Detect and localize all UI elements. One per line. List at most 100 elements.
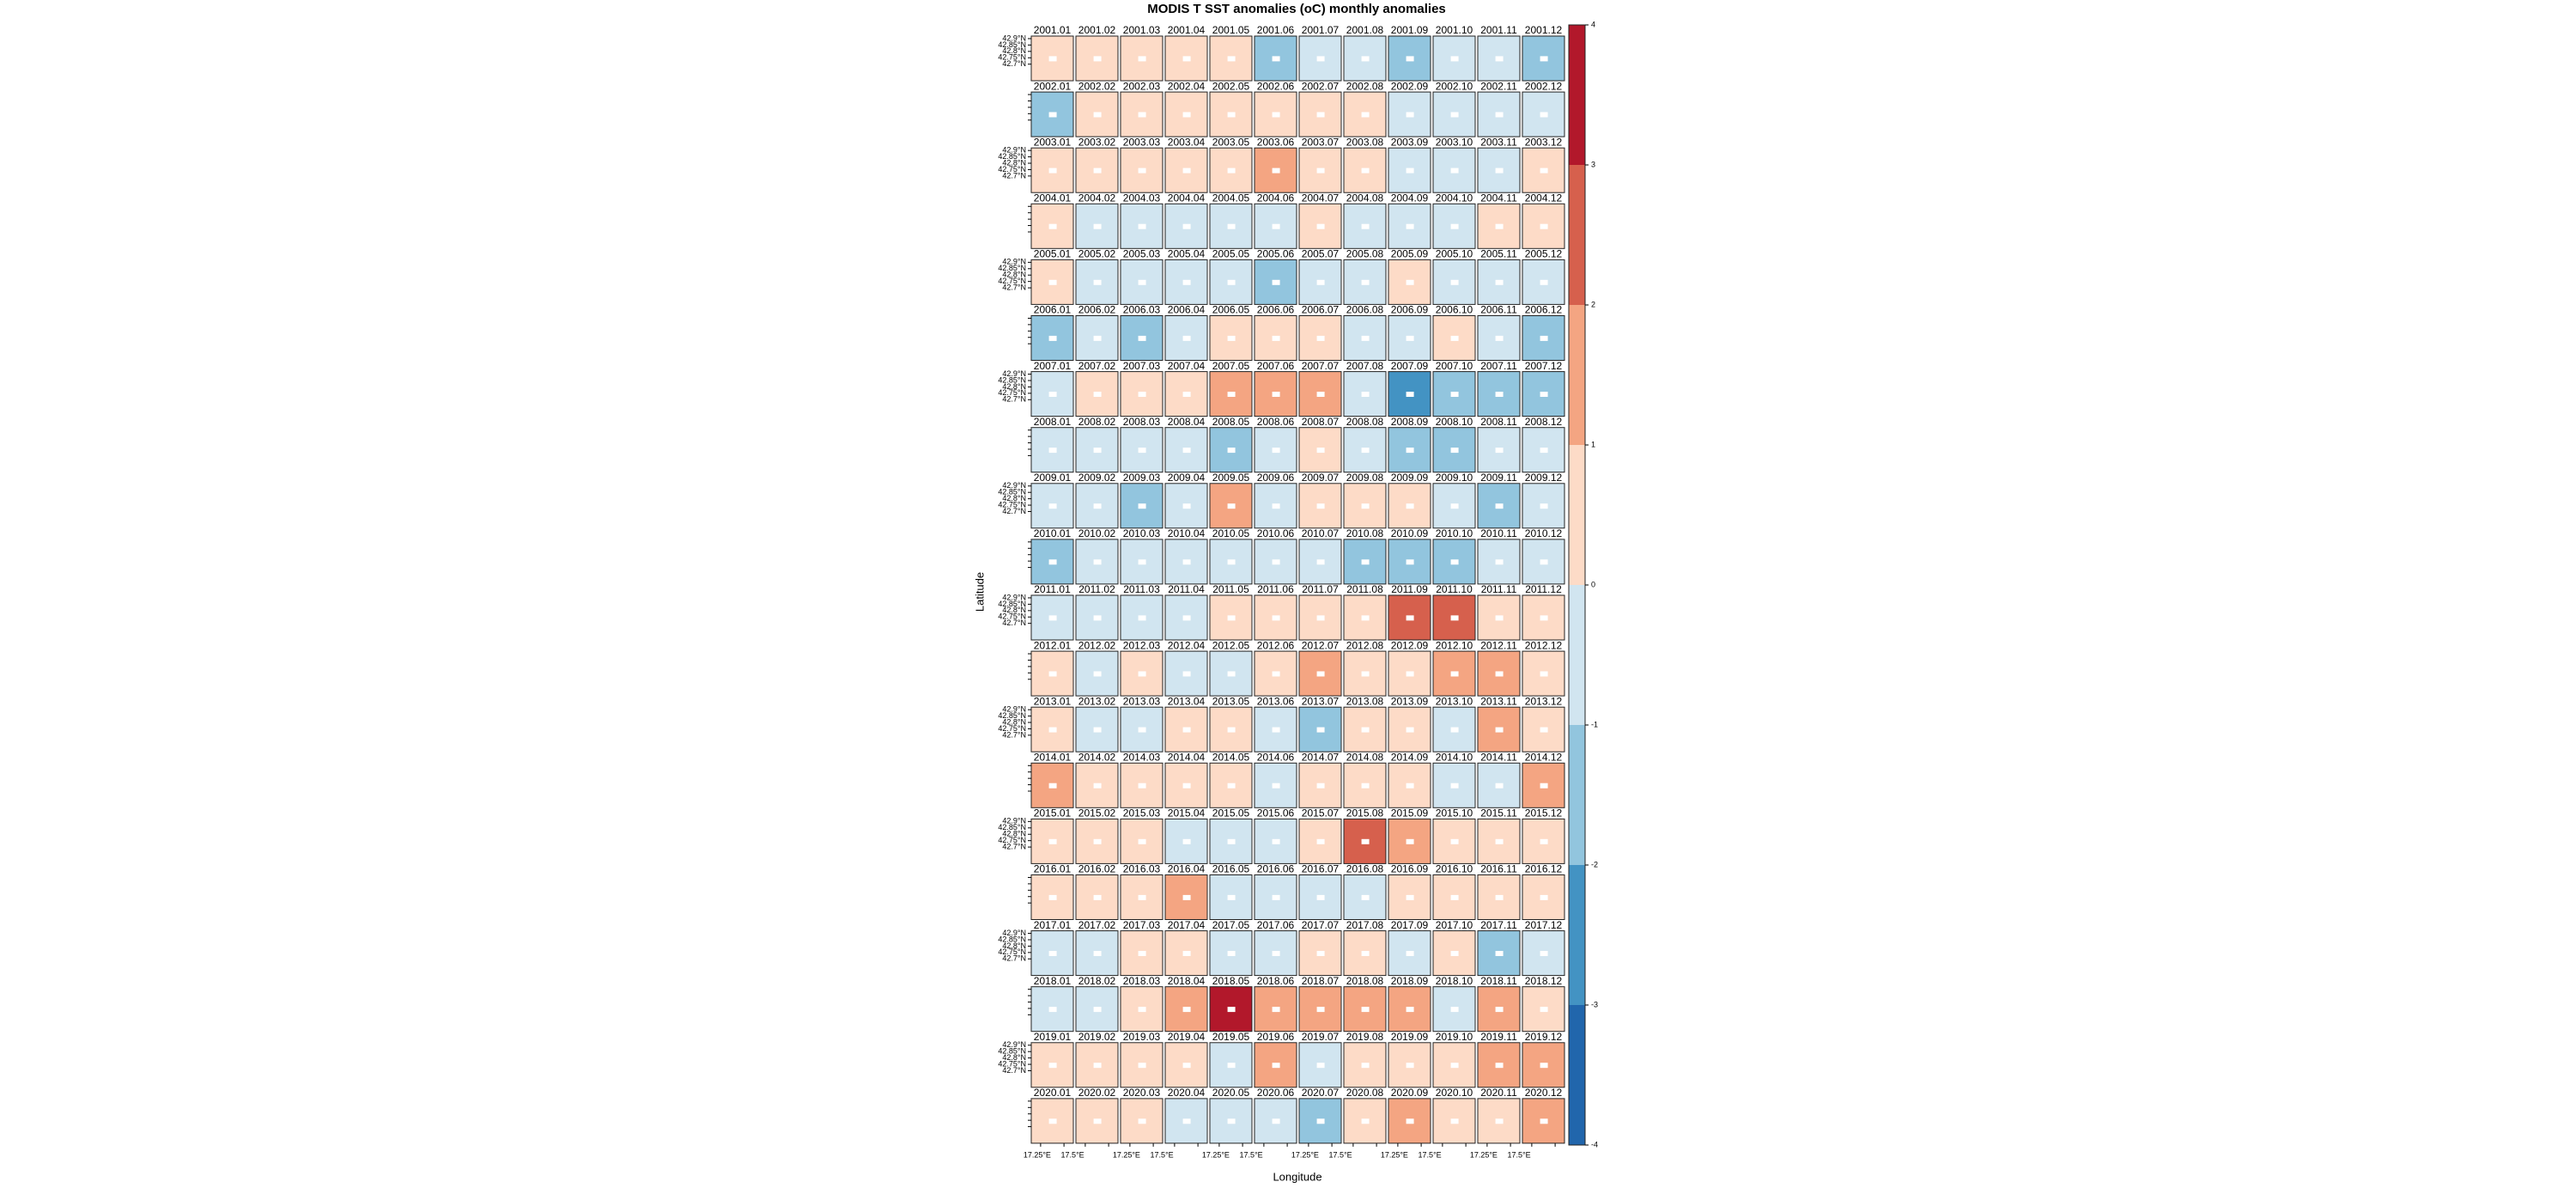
panel-label: 2004.05 [1212, 192, 1250, 204]
panel-label: 2015.06 [1257, 807, 1295, 819]
island [1272, 112, 1280, 118]
island [1048, 56, 1057, 62]
panel-label: 2020.05 [1212, 1087, 1250, 1099]
panel-label: 2006.02 [1078, 304, 1116, 316]
island [1495, 503, 1504, 509]
panel-fill [1164, 203, 1208, 249]
panel-label: 2017.04 [1168, 919, 1206, 931]
island [1450, 112, 1459, 118]
panel-fill [1164, 259, 1208, 305]
island [1182, 335, 1191, 341]
panel-label: 2015.11 [1480, 807, 1517, 819]
panel-label: 2004.12 [1525, 192, 1563, 204]
panel-label: 2014.12 [1525, 751, 1563, 763]
island [1450, 1118, 1459, 1124]
panel-label: 2008.01 [1034, 416, 1072, 428]
y-tick-label: 42.85°N [998, 935, 1026, 943]
y-tick-label: 42.9°N [1002, 258, 1026, 266]
island [1227, 951, 1236, 956]
panel-fill [1164, 874, 1208, 920]
panel-label: 2010.10 [1436, 527, 1473, 539]
panel-label: 2009.08 [1346, 472, 1384, 484]
y-axis-label: Latitude [973, 572, 986, 612]
island [1138, 392, 1146, 397]
panel-label: 2020.07 [1302, 1087, 1340, 1099]
panel-label: 2006.04 [1168, 304, 1206, 316]
island [1406, 223, 1414, 229]
panel-label: 2016.12 [1525, 863, 1563, 875]
panel-label: 2006.03 [1123, 304, 1161, 316]
island [1450, 838, 1459, 844]
island [1495, 168, 1504, 174]
panel-label: 2014.07 [1302, 751, 1340, 763]
panel-label: 2008.10 [1436, 416, 1473, 428]
island [1272, 56, 1280, 62]
panel-label: 2003.05 [1212, 136, 1250, 148]
panel-label: 2004.07 [1302, 192, 1340, 204]
island [1406, 335, 1414, 341]
panel-label: 2003.10 [1436, 136, 1473, 148]
island [1316, 392, 1325, 397]
island [1272, 503, 1280, 509]
island [1316, 1063, 1325, 1069]
panel-label: 2018.05 [1212, 975, 1250, 987]
panel-label: 2002.04 [1168, 80, 1206, 92]
colorbar-bin [1569, 725, 1585, 865]
panel-label: 2014.06 [1257, 751, 1295, 763]
panel-fill [1388, 35, 1431, 82]
panel-fill [1522, 762, 1565, 808]
island [1406, 951, 1414, 956]
panel-label: 2016.06 [1257, 863, 1295, 875]
panel-label: 2013.09 [1391, 695, 1429, 707]
island [1048, 1063, 1057, 1069]
panel-label: 2003.04 [1168, 136, 1206, 148]
island [1450, 727, 1459, 733]
panel-label: 2002.08 [1346, 80, 1384, 92]
panel-label: 2011.05 [1212, 583, 1249, 595]
y-tick-label: 42.7°N [1002, 507, 1026, 515]
island [1316, 223, 1325, 229]
panel-fill [1030, 427, 1074, 473]
island [1540, 56, 1548, 62]
panel-label: 2006.10 [1436, 304, 1473, 316]
panel-label: 2018.06 [1257, 975, 1295, 987]
panel-label: 2012.12 [1525, 639, 1563, 651]
y-tick-label: 42.85°N [998, 152, 1026, 161]
island [1361, 1063, 1370, 1069]
island [1227, 559, 1236, 565]
island [1182, 1063, 1191, 1069]
panel-label: 2014.02 [1078, 751, 1116, 763]
panel-fill [1477, 930, 1521, 977]
panel-label: 2004.10 [1436, 192, 1473, 204]
panel-label: 2015.08 [1346, 807, 1384, 819]
island [1450, 56, 1459, 62]
panel-label: 2002.11 [1480, 80, 1517, 92]
panel-label: 2019.02 [1078, 1031, 1116, 1043]
panel-label: 2010.07 [1302, 527, 1340, 539]
island [1272, 223, 1280, 229]
panel-label: 2015.02 [1078, 807, 1116, 819]
panel-label: 2004.03 [1123, 192, 1161, 204]
island [1540, 223, 1548, 229]
panel-label: 2003.01 [1034, 136, 1072, 148]
island [1182, 615, 1191, 621]
island [1272, 448, 1280, 454]
panel-label: 2010.01 [1034, 527, 1072, 539]
y-tick-label: 42.9°N [1002, 1040, 1026, 1049]
panel-label: 2012.03 [1123, 639, 1161, 651]
panel-label: 2011.03 [1123, 583, 1160, 595]
island [1450, 223, 1459, 229]
y-tick-label: 42.7°N [1002, 283, 1026, 291]
island [1182, 559, 1191, 565]
island [1450, 951, 1459, 956]
colorbar-bin [1569, 25, 1585, 165]
panel-label: 2020.11 [1480, 1087, 1517, 1099]
island [1093, 727, 1102, 733]
panel-label: 2010.04 [1168, 527, 1206, 539]
island [1406, 168, 1414, 174]
island [1182, 1118, 1191, 1124]
island [1272, 727, 1280, 733]
panel-label: 2007.04 [1168, 360, 1206, 372]
panel-label: 2001.01 [1034, 24, 1072, 36]
panel-label: 2009.06 [1257, 472, 1295, 484]
